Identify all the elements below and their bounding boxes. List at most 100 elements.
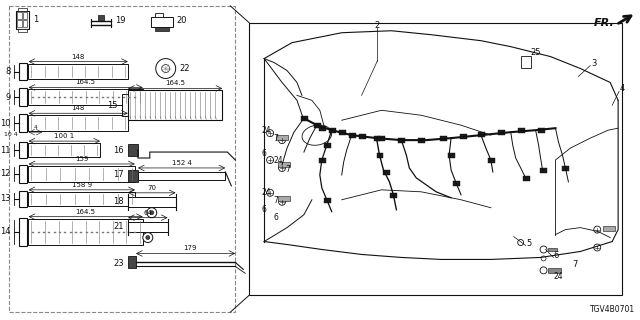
- Circle shape: [278, 198, 285, 205]
- Circle shape: [518, 240, 524, 245]
- Bar: [278, 162, 290, 167]
- Text: 24: 24: [261, 188, 271, 197]
- Circle shape: [594, 226, 601, 233]
- Bar: [19, 191, 26, 207]
- Bar: [155, 13, 163, 17]
- Bar: [128, 170, 138, 182]
- Bar: [440, 136, 447, 141]
- Text: 164.5: 164.5: [165, 80, 185, 86]
- Text: 10: 10: [0, 119, 11, 128]
- Bar: [324, 143, 331, 148]
- Circle shape: [540, 246, 547, 253]
- Text: 24: 24: [261, 126, 271, 135]
- Bar: [478, 132, 485, 137]
- Circle shape: [143, 233, 153, 243]
- Text: 13: 13: [0, 194, 11, 203]
- Bar: [460, 134, 467, 139]
- Bar: [29, 115, 128, 131]
- Bar: [19, 114, 26, 132]
- Bar: [128, 197, 175, 207]
- Bar: [358, 134, 365, 139]
- Circle shape: [540, 267, 547, 274]
- Text: 11: 11: [0, 146, 11, 155]
- Text: 8: 8: [5, 67, 11, 76]
- Text: 17: 17: [113, 171, 124, 180]
- Bar: [15, 11, 29, 29]
- Text: 7: 7: [572, 260, 578, 269]
- Text: 12: 12: [0, 169, 11, 179]
- Text: FR.: FR.: [593, 18, 614, 28]
- Text: 100 1: 100 1: [54, 133, 74, 139]
- Bar: [17, 20, 22, 27]
- Bar: [378, 136, 385, 141]
- Text: 9: 9: [5, 93, 11, 102]
- Text: 7: 7: [273, 196, 278, 205]
- Text: 164.5: 164.5: [76, 79, 95, 85]
- Bar: [349, 133, 356, 138]
- Circle shape: [156, 59, 175, 78]
- Bar: [17, 29, 28, 32]
- Bar: [563, 166, 570, 171]
- Bar: [151, 17, 173, 27]
- Circle shape: [146, 236, 150, 240]
- Circle shape: [150, 211, 154, 215]
- Bar: [314, 123, 321, 128]
- Text: 25: 25: [531, 48, 541, 57]
- Text: 14: 14: [0, 227, 11, 236]
- Text: 148: 148: [72, 53, 85, 60]
- Text: 6: 6: [273, 213, 278, 222]
- Text: 19: 19: [115, 16, 125, 25]
- Text: 6: 6: [261, 148, 266, 157]
- Bar: [138, 172, 225, 180]
- Bar: [29, 89, 143, 105]
- Circle shape: [278, 137, 285, 144]
- Circle shape: [267, 130, 273, 137]
- Text: 64: 64: [143, 210, 152, 216]
- Text: 1: 1: [33, 15, 38, 24]
- Bar: [19, 142, 26, 158]
- Text: TGV4B0701: TGV4B0701: [590, 305, 635, 314]
- Text: 18: 18: [113, 197, 124, 206]
- Circle shape: [594, 244, 601, 251]
- Text: 20: 20: [177, 16, 187, 25]
- Text: 2: 2: [375, 21, 380, 30]
- Bar: [329, 128, 336, 133]
- Bar: [301, 116, 308, 121]
- Bar: [376, 153, 383, 158]
- Text: 164.5: 164.5: [76, 209, 95, 215]
- Circle shape: [541, 256, 546, 261]
- Bar: [8, 6, 236, 312]
- Bar: [453, 181, 460, 186]
- Bar: [548, 268, 561, 273]
- Circle shape: [278, 164, 285, 172]
- Bar: [540, 168, 547, 173]
- Bar: [523, 176, 530, 181]
- Bar: [448, 153, 455, 158]
- Bar: [548, 247, 557, 252]
- Bar: [419, 138, 425, 143]
- Text: 179: 179: [183, 245, 196, 252]
- Text: 6: 6: [554, 251, 559, 260]
- Bar: [155, 27, 169, 31]
- Text: 4: 4: [34, 125, 37, 130]
- Bar: [128, 256, 136, 268]
- Circle shape: [147, 208, 157, 218]
- Bar: [98, 15, 104, 21]
- Text: 24: 24: [273, 156, 283, 165]
- Bar: [17, 8, 28, 11]
- Text: 21: 21: [113, 222, 124, 231]
- Circle shape: [267, 189, 273, 196]
- Text: 6: 6: [261, 205, 266, 214]
- Text: 148: 148: [72, 105, 85, 111]
- Text: 5: 5: [527, 239, 532, 248]
- Bar: [19, 218, 26, 245]
- Bar: [339, 130, 346, 135]
- Bar: [498, 130, 505, 135]
- Bar: [19, 165, 26, 183]
- Circle shape: [267, 156, 273, 164]
- Text: 22: 22: [180, 64, 190, 73]
- Text: 10 4: 10 4: [4, 132, 17, 137]
- Bar: [324, 198, 331, 203]
- Text: 15: 15: [108, 101, 118, 110]
- Text: 159: 159: [75, 156, 88, 162]
